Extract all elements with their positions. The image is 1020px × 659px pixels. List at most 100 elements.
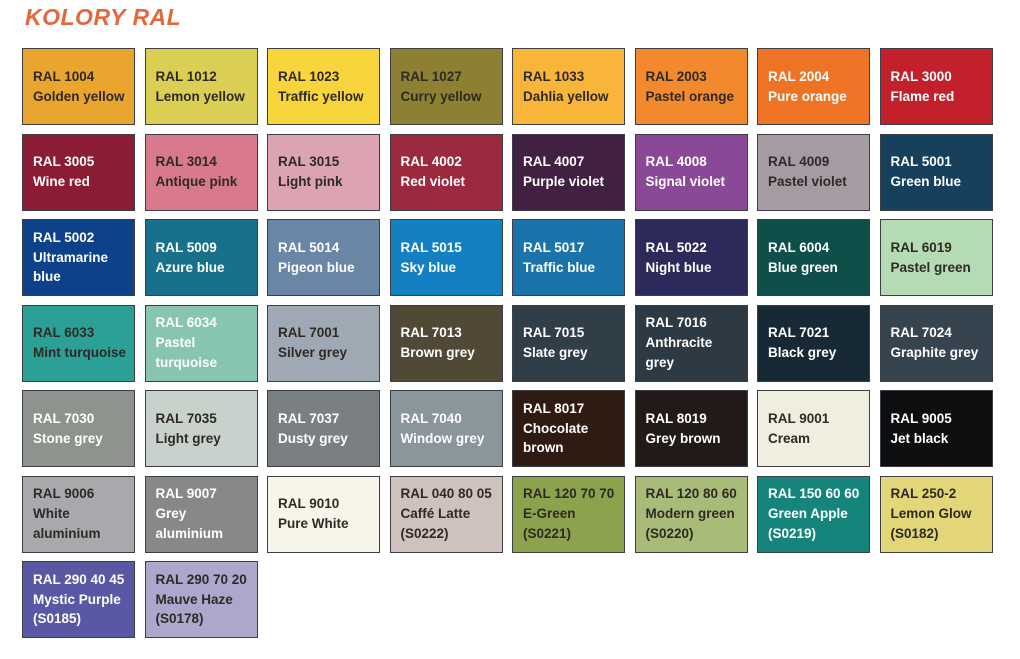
color-swatch[interactable]: RAL 5009 Azure blue	[144, 219, 258, 296]
swatch-code: RAL 5002	[33, 229, 95, 245]
swatch-name: Dusty grey	[278, 430, 348, 446]
color-swatch[interactable]: RAL 150 60 60 Green Apple (S0219)	[757, 475, 870, 553]
color-swatch[interactable]: RAL 4008 Signal violet	[634, 133, 748, 211]
color-swatch[interactable]: RAL 7040 Window grey	[389, 390, 503, 467]
swatch-suffix: (S0182)	[890, 525, 939, 541]
color-swatch[interactable]: RAL 4007 Purple violet	[512, 133, 625, 211]
color-swatch[interactable]: RAL 3014 Antique pink	[144, 133, 258, 211]
swatch-code: RAL 150 60 60	[768, 486, 860, 502]
color-swatch[interactable]: RAL 6033 Mint turquoise	[22, 304, 135, 382]
swatch-name: Pure orange	[768, 88, 847, 104]
swatch-name: Brown grey	[400, 345, 475, 360]
color-swatch[interactable]: RAL 5001 Green blue	[879, 133, 993, 211]
swatch-code: RAL 7040	[400, 410, 462, 426]
color-swatch[interactable]: RAL 7024 Graphite grey	[879, 304, 993, 382]
swatch-code: RAL 4009	[768, 154, 830, 170]
swatch-code: RAL 120 80 60	[645, 486, 737, 502]
swatch-code: RAL 8017	[523, 400, 585, 416]
swatch-name: Jet black	[890, 430, 949, 446]
color-swatch[interactable]: RAL 1033 Dahlia yellow	[512, 48, 625, 125]
swatch-code: RAL 5022	[645, 239, 707, 255]
swatch-code: RAL 7037	[278, 410, 340, 426]
swatch-name: White aluminium	[33, 506, 101, 541]
swatch-code: RAL 6033	[33, 325, 95, 341]
swatch-name: Wine red	[33, 174, 90, 189]
swatch-name: Anthracite grey	[645, 335, 713, 370]
color-swatch[interactable]: RAL 6004 Blue green	[757, 219, 870, 296]
swatch-name: Grey brown	[645, 430, 721, 446]
swatch-name: Pastel violet	[768, 174, 847, 189]
color-swatch[interactable]: RAL 3005 Wine red	[22, 133, 135, 211]
swatch-code: RAL 7016	[645, 315, 707, 331]
color-swatch[interactable]: RAL 120 80 60 Modern green (S0220)	[634, 475, 748, 553]
color-swatch[interactable]: RAL 9010 Pure White	[267, 475, 380, 553]
color-swatch[interactable]: RAL 8017 Chocolate brown	[512, 390, 625, 467]
color-swatch[interactable]: RAL 9006 White aluminium	[22, 475, 135, 553]
color-swatch[interactable]: RAL 6019 Pastel green	[879, 219, 993, 296]
color-swatch[interactable]: RAL 9001 Cream	[757, 390, 870, 467]
color-swatch[interactable]: RAL 4002 Red violet	[389, 133, 503, 211]
swatch-code: RAL 120 70 70	[523, 486, 615, 502]
swatch-name: Traffic blue	[523, 259, 596, 275]
color-swatch[interactable]: RAL 3000 Flame red	[879, 48, 993, 125]
swatch-name: Flame red	[890, 88, 955, 104]
color-swatch[interactable]: RAL 7037 Dusty grey	[267, 390, 380, 467]
color-swatch[interactable]: RAL 290 40 45 Mystic Purple (S0185)	[22, 561, 135, 638]
swatch-code: RAL 5015	[400, 239, 462, 255]
swatch-suffix: (S0185)	[33, 611, 82, 627]
color-swatch[interactable]: RAL 2003 Pastel orange	[634, 48, 748, 125]
swatch-code: RAL 9007	[155, 486, 217, 502]
color-swatch[interactable]: RAL 5017 Traffic blue	[512, 219, 625, 296]
swatch-code: RAL 7015	[523, 325, 585, 341]
color-swatch[interactable]: RAL 1023 Traffic yellow	[267, 48, 380, 125]
swatch-suffix: (S0219)	[768, 525, 817, 541]
color-swatch[interactable]: RAL 5014 Pigeon blue	[267, 219, 380, 296]
color-swatch[interactable]: RAL 7021 Black grey	[757, 304, 870, 382]
color-swatch[interactable]: RAL 7001 Silver grey	[267, 304, 380, 382]
color-swatch[interactable]: RAL 1027 Curry yellow	[389, 48, 503, 125]
color-swatch[interactable]: RAL 250-2 Lemon Glow (S0182)	[879, 475, 993, 553]
swatch-name: Pastel orange	[645, 88, 735, 104]
swatch-code: RAL 3014	[155, 154, 217, 170]
color-swatch[interactable]: RAL 4009 Pastel violet	[757, 133, 870, 211]
swatch-suffix: (S0220)	[645, 525, 694, 541]
color-swatch[interactable]: RAL 7015 Slate grey	[512, 304, 625, 382]
color-swatch[interactable]: RAL 1012 Lemon yellow	[144, 48, 258, 125]
color-swatch[interactable]: RAL 120 70 70 E-Green (S0221)	[512, 475, 625, 553]
color-swatch[interactable]: RAL 040 80 05 Caffé Latte (S0222)	[389, 475, 503, 553]
swatch-name: Mint turquoise	[33, 345, 126, 360]
color-swatch[interactable]: RAL 5002 Ultramarine blue	[22, 219, 135, 296]
swatch-code: RAL 7001	[278, 325, 340, 341]
color-swatch[interactable]: RAL 7016 Anthracite grey	[634, 304, 748, 382]
swatch-code: RAL 4008	[645, 154, 707, 170]
swatch-code: RAL 9001	[768, 410, 830, 426]
swatch-code: RAL 7013	[400, 325, 462, 341]
swatch-code: RAL 7030	[33, 410, 95, 426]
swatch-code: RAL 3000	[890, 68, 952, 84]
color-swatch[interactable]: RAL 7035 Light grey	[144, 390, 258, 467]
swatch-code: RAL 1027	[400, 68, 462, 84]
swatch-name: Curry yellow	[400, 88, 482, 104]
color-swatch[interactable]: RAL 8019 Grey brown	[634, 390, 748, 467]
color-swatch[interactable]: RAL 5015 Sky blue	[389, 219, 503, 296]
color-swatch[interactable]: RAL 5022 Night blue	[634, 219, 748, 296]
color-swatch[interactable]: RAL 6034 Pastel turquoise	[144, 304, 258, 382]
swatch-code: RAL 2004	[768, 68, 830, 84]
swatch-name: Purple violet	[523, 174, 605, 189]
swatch-code: RAL 9010	[278, 496, 340, 512]
swatch-code: RAL 1033	[523, 68, 585, 84]
color-swatch[interactable]: RAL 9005 Jet black	[879, 390, 993, 467]
swatch-name: Green Apple	[768, 506, 848, 522]
page-title: KOLORY RAL	[25, 4, 182, 30]
color-swatch[interactable]: RAL 1004 Golden yellow	[22, 48, 135, 125]
color-swatch[interactable]: RAL 2004 Pure orange	[757, 48, 870, 125]
swatch-name: Chocolate brown	[523, 420, 589, 456]
color-swatch[interactable]: RAL 7013 Brown grey	[389, 304, 503, 382]
swatch-code: RAL 8019	[645, 410, 707, 426]
color-swatch[interactable]: RAL 9007 Grey aluminium	[144, 475, 258, 553]
color-swatch[interactable]: RAL 3015 Light pink	[267, 133, 380, 211]
color-swatch[interactable]: RAL 7030 Stone grey	[22, 390, 135, 467]
color-swatch[interactable]: RAL 290 70 20 Mauve Haze (S0178)	[144, 561, 258, 638]
swatch-name: Pastel turquoise	[155, 335, 218, 370]
swatch-code: RAL 290 40 45	[33, 571, 125, 587]
